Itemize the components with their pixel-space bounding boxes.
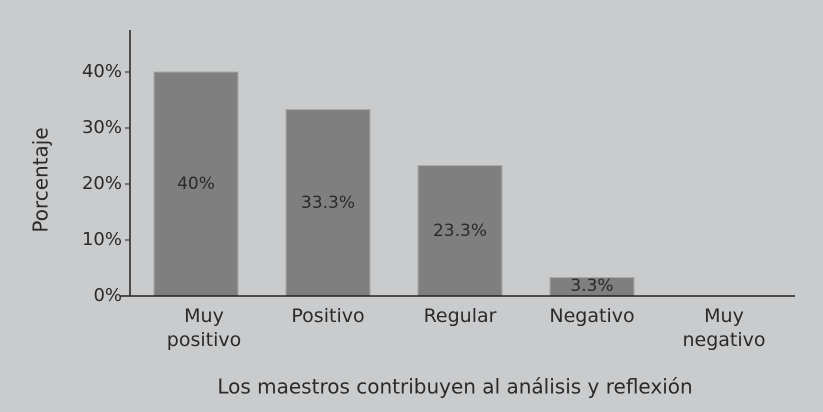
bar [285, 109, 371, 297]
x-tick-label: Negativo [549, 305, 635, 327]
value-label: 40% [177, 174, 215, 194]
y-tick-label: 40% [82, 61, 122, 82]
x-tick-label: Muy positivo [166, 305, 242, 351]
bar [417, 165, 503, 297]
y-tick-label: 0% [93, 285, 122, 306]
x-tick-label: Regular [423, 305, 497, 327]
bar [153, 71, 239, 297]
value-label: 3.3% [570, 276, 613, 296]
value-label: 33.3% [301, 193, 355, 213]
y-axis-title: Porcentaje [29, 127, 53, 232]
y-tick-label: 10% [82, 229, 122, 250]
value-label: 23.3% [433, 221, 487, 241]
x-axis-title: Los maestros contribuyen al análisis y r… [217, 375, 692, 399]
x-tick-label: Positivo [291, 305, 365, 327]
y-tick-label: 30% [82, 117, 122, 138]
x-tick-label: Muy negativo [682, 305, 766, 351]
y-tick-label: 20% [82, 173, 122, 194]
